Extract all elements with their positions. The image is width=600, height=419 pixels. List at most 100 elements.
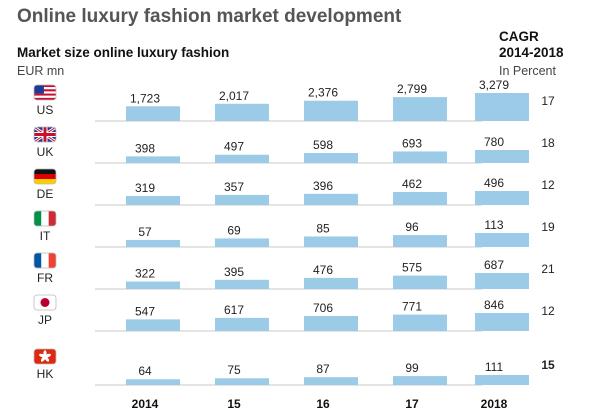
country-label: FR [37,271,53,285]
country-label: US [37,103,54,117]
data-label: 99 [405,361,419,375]
bar [393,191,447,205]
bar [304,100,358,121]
uk-flag-icon [33,126,57,143]
bar [475,313,529,331]
bar [304,153,358,163]
data-label: 64 [138,364,152,378]
bar [304,315,358,331]
bar [475,273,529,289]
jp-flag-icon [33,294,57,311]
country-label: DE [37,187,54,201]
data-label: 846 [484,298,504,312]
x-tick-label: 17 [405,397,419,411]
bar [475,150,529,163]
cagr-title: CAGR 2014-2018 [499,29,564,61]
data-label: 687 [484,258,504,272]
bar [126,379,180,385]
data-label: 396 [313,179,333,193]
data-label: 395 [224,265,244,279]
data-label: 693 [402,136,422,150]
bar [126,106,180,121]
data-label: 617 [224,303,244,317]
de-flag-icon [33,168,57,185]
data-label: 85 [316,221,330,235]
data-label: 357 [224,180,244,194]
data-label: 69 [227,223,241,237]
fr-flag-icon [33,252,57,269]
bar [304,277,358,289]
bar [393,275,447,289]
bar [304,236,358,247]
data-label: 87 [316,362,330,376]
bar [475,233,529,247]
data-label: 2,017 [219,89,249,103]
cagr-title-line1: CAGR [499,29,539,44]
bar [215,194,269,205]
data-label: 319 [135,181,155,195]
cagr-value: 12 [541,304,555,318]
cagr-unit-label: In Percent [499,64,556,78]
unit-label: EUR mn [17,64,65,78]
data-label: 96 [405,220,419,234]
data-label: 497 [224,140,244,154]
bar [215,378,269,385]
data-label: 575 [402,261,422,275]
data-label: 75 [227,363,241,377]
chart-title: Online luxury fashion market development [17,6,402,27]
bar [393,151,447,163]
chart-subtitle: Market size online luxury fashion [17,45,230,60]
bar [126,195,180,205]
cagr-value: 15 [541,358,555,372]
bar [475,191,529,205]
bar [475,375,529,385]
country-label: IT [40,229,51,243]
bar [126,319,180,331]
data-label: 706 [313,301,333,315]
data-label: 462 [402,177,422,191]
bar [304,193,358,205]
bar [215,238,269,247]
data-label: 111 [485,360,504,374]
bar [393,97,447,121]
country-label: HK [37,367,54,381]
country-label: JP [38,313,52,327]
cagr-value: 18 [541,136,555,150]
cagr-value: 17 [541,94,555,108]
bar [215,154,269,163]
bar [393,314,447,331]
bar [126,156,180,163]
bar [215,317,269,331]
cagr-title-line2: 2014-2018 [499,45,564,60]
bar [215,279,269,289]
bar [475,93,529,121]
bar [126,239,180,247]
data-label: 113 [484,218,503,232]
x-tick-label: 16 [316,397,330,411]
data-label: 547 [135,304,155,318]
us-flag-icon [33,84,57,101]
data-label: 2,376 [308,86,338,100]
bar [304,377,358,385]
data-label: 3,279 [479,78,509,92]
bar [393,235,447,247]
data-label: 322 [135,267,155,281]
country-label: UK [37,145,54,159]
data-label: 2,799 [397,82,427,96]
data-label: 771 [402,300,422,314]
it-flag-icon [33,210,57,227]
data-label: 598 [313,138,333,152]
cagr-value: 12 [541,178,555,192]
data-label: 1,723 [130,91,160,105]
data-label: 57 [138,225,152,239]
x-tick-label: 15 [227,397,241,411]
bar [393,376,447,385]
data-label: 476 [313,263,333,277]
bar [126,281,180,289]
data-label: 398 [135,141,155,155]
x-tick-label: 2014 [132,397,159,411]
x-tick-label: 2018 [481,397,508,411]
data-label: 496 [484,176,504,190]
cagr-value: 21 [541,262,555,276]
